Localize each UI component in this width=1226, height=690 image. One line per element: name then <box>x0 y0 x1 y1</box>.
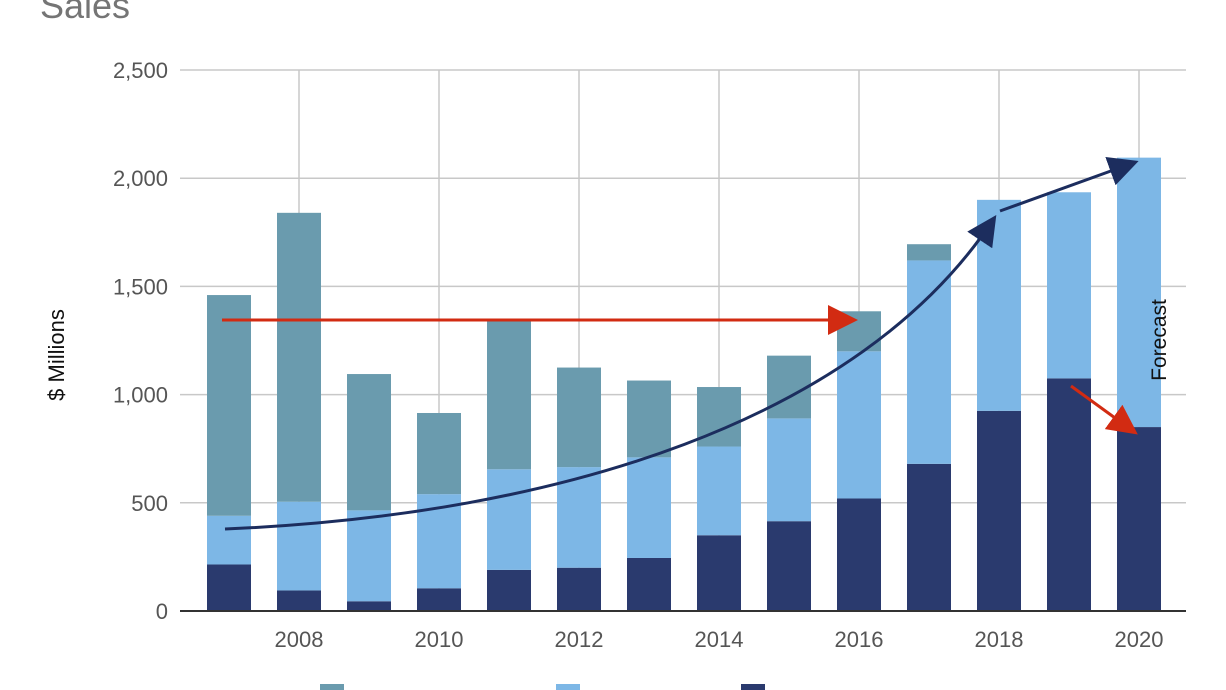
x-tick-label: 2014 <box>695 627 744 652</box>
bar-segment <box>697 446 741 536</box>
bar-segment <box>207 515 251 565</box>
y-tick-label: 1,000 <box>113 383 168 408</box>
bar-segment <box>277 212 321 502</box>
forecast-label: Forecast <box>1148 299 1171 381</box>
bars <box>207 157 1161 611</box>
y-tick-label: 2,500 <box>113 58 168 83</box>
bar-segment <box>767 521 811 611</box>
decline-arrow <box>1070 384 1138 435</box>
bar-segment <box>837 498 881 611</box>
bar-segment <box>557 567 601 611</box>
bar-segment <box>557 467 601 568</box>
bar-segment <box>627 380 671 458</box>
legend-swatch <box>741 684 765 690</box>
bar-segment <box>767 355 811 419</box>
bar-segment <box>277 590 321 611</box>
forecast-growth-arrow <box>999 157 1139 213</box>
axes: 0 500 1,000 1,500 2,000 2,500 2008 2010 2012 2014… <box>113 58 1186 652</box>
x-tick-label: 2016 <box>835 627 884 652</box>
bar-segment <box>837 311 881 352</box>
bar-segment <box>347 374 391 511</box>
bar-segment <box>277 501 321 591</box>
bar-segment <box>977 410 1021 611</box>
legend-swatch <box>556 684 580 690</box>
bar-segment <box>487 469 531 570</box>
bar-segment <box>907 260 951 464</box>
bar-segment <box>207 295 251 516</box>
x-tick-label: 2008 <box>275 627 324 652</box>
bar-segment <box>627 457 671 558</box>
bar-segment <box>487 569 531 611</box>
bar-segment <box>417 412 461 495</box>
chart-title: Sales <box>40 0 130 26</box>
y-axis-label: $ Millions <box>44 309 69 401</box>
bar-segment <box>207 564 251 611</box>
annotations: Forecast <box>222 157 1171 531</box>
gridlines <box>180 69 1186 611</box>
bar-segment <box>1117 427 1161 611</box>
legend-swatch <box>320 684 344 690</box>
x-tick-label: 2010 <box>415 627 464 652</box>
y-tick-label: 2,000 <box>113 166 168 191</box>
x-tick-label: 2012 <box>555 627 604 652</box>
bar-segment <box>697 535 741 611</box>
x-tick-label: 2018 <box>975 627 1024 652</box>
bar-segment <box>417 588 461 611</box>
bar-segment <box>347 510 391 602</box>
bar-segment <box>907 244 951 261</box>
bar-segment <box>347 601 391 611</box>
bar-segment <box>487 318 531 470</box>
y-tick-label: 500 <box>131 491 168 516</box>
y-tick-label: 1,500 <box>113 274 168 299</box>
bar-segment <box>1047 192 1091 379</box>
bar-segment <box>767 418 811 522</box>
growth-curve-arrow <box>224 215 997 531</box>
bar-segment <box>1047 378 1091 611</box>
bar-segment <box>557 367 601 468</box>
bar-segment <box>837 351 881 499</box>
legend <box>320 684 765 690</box>
bar-segment <box>1117 157 1161 428</box>
y-tick-label: 0 <box>156 599 168 624</box>
bar-segment <box>907 463 951 611</box>
x-tick-label: 2020 <box>1115 627 1164 652</box>
bar-segment <box>627 557 671 611</box>
